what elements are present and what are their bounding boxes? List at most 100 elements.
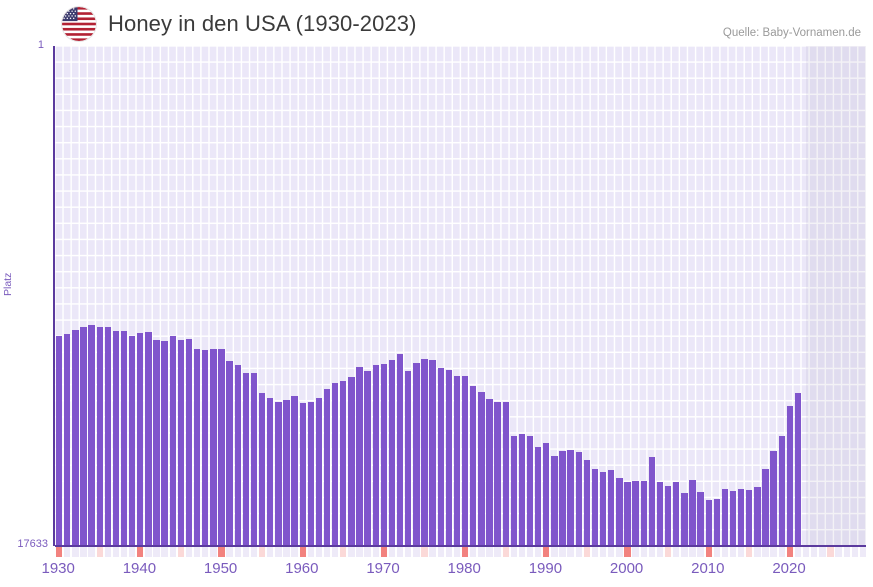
- bar[interactable]: [331, 383, 339, 546]
- bar[interactable]: [453, 376, 461, 546]
- bar[interactable]: [283, 400, 290, 546]
- bar[interactable]: [88, 325, 95, 546]
- x-axis-tick: [802, 547, 810, 557]
- bar[interactable]: [429, 360, 436, 546]
- bar[interactable]: [372, 365, 379, 546]
- x-axis-tick: [616, 547, 623, 557]
- bar[interactable]: [413, 363, 420, 546]
- bar[interactable]: [713, 499, 720, 546]
- bar[interactable]: [794, 393, 802, 546]
- bar[interactable]: [591, 469, 599, 546]
- bar[interactable]: [128, 336, 136, 546]
- bar[interactable]: [445, 370, 453, 546]
- bar[interactable]: [315, 398, 323, 546]
- bar[interactable]: [145, 332, 152, 546]
- bar[interactable]: [210, 349, 217, 546]
- bar[interactable]: [656, 482, 664, 546]
- x-axis-tick: [193, 547, 201, 557]
- bar[interactable]: [599, 472, 607, 546]
- bar[interactable]: [510, 436, 517, 546]
- bar[interactable]: [664, 486, 672, 546]
- bar[interactable]: [80, 327, 87, 546]
- bar[interactable]: [721, 489, 729, 546]
- bar[interactable]: [161, 341, 168, 546]
- bar[interactable]: [673, 482, 680, 546]
- bar[interactable]: [396, 354, 404, 546]
- bar[interactable]: [729, 491, 737, 546]
- x-axis-tick: [746, 547, 753, 557]
- bar[interactable]: [437, 368, 444, 546]
- bar[interactable]: [778, 436, 785, 546]
- bar[interactable]: [96, 327, 103, 546]
- bar[interactable]: [681, 493, 688, 546]
- bar[interactable]: [388, 360, 396, 546]
- bar[interactable]: [478, 392, 485, 546]
- bar[interactable]: [632, 481, 639, 546]
- bar[interactable]: [559, 451, 566, 546]
- bar[interactable]: [307, 402, 314, 546]
- bar[interactable]: [461, 376, 469, 546]
- bar[interactable]: [72, 330, 79, 546]
- bar[interactable]: [258, 393, 266, 546]
- bar[interactable]: [526, 436, 534, 546]
- bar[interactable]: [494, 402, 501, 546]
- bar[interactable]: [551, 456, 558, 546]
- bar[interactable]: [640, 481, 647, 546]
- bar[interactable]: [575, 452, 582, 546]
- bar[interactable]: [616, 478, 623, 546]
- bar[interactable]: [567, 450, 574, 546]
- bar[interactable]: [193, 349, 201, 546]
- bar[interactable]: [405, 371, 412, 546]
- bar[interactable]: [55, 336, 63, 546]
- bar[interactable]: [689, 480, 696, 546]
- bar[interactable]: [267, 398, 274, 546]
- bar[interactable]: [583, 460, 591, 546]
- bar[interactable]: [356, 367, 363, 546]
- bar[interactable]: [250, 373, 258, 546]
- bar[interactable]: [340, 381, 347, 546]
- bar[interactable]: [177, 340, 185, 546]
- bar[interactable]: [169, 336, 176, 546]
- bar[interactable]: [762, 469, 769, 546]
- bar[interactable]: [380, 364, 388, 546]
- bar[interactable]: [299, 403, 306, 546]
- bar[interactable]: [112, 331, 120, 546]
- bar[interactable]: [502, 402, 509, 546]
- bar[interactable]: [234, 365, 241, 546]
- bar[interactable]: [648, 457, 656, 546]
- bar[interactable]: [348, 377, 355, 546]
- bar[interactable]: [364, 371, 371, 546]
- bar[interactable]: [153, 340, 160, 546]
- bar[interactable]: [543, 443, 550, 546]
- bar[interactable]: [697, 492, 704, 546]
- bar[interactable]: [608, 470, 615, 546]
- bar[interactable]: [624, 482, 631, 546]
- bar[interactable]: [754, 487, 761, 546]
- bar[interactable]: [202, 350, 209, 546]
- x-axis-tick: [177, 547, 185, 557]
- bar[interactable]: [275, 402, 282, 546]
- bar[interactable]: [486, 399, 493, 546]
- bar[interactable]: [291, 396, 298, 546]
- bar[interactable]: [705, 500, 712, 546]
- bar[interactable]: [746, 490, 753, 546]
- bar[interactable]: [120, 331, 128, 546]
- bar[interactable]: [226, 361, 233, 546]
- bar[interactable]: [185, 339, 193, 546]
- bar[interactable]: [421, 359, 428, 546]
- bar[interactable]: [770, 451, 777, 546]
- bar[interactable]: [786, 406, 794, 546]
- bar[interactable]: [534, 447, 542, 546]
- bar[interactable]: [64, 334, 71, 546]
- bar[interactable]: [218, 349, 225, 546]
- x-axis-tick: [681, 547, 688, 557]
- x-axis-tick: [502, 547, 509, 557]
- bar[interactable]: [470, 386, 477, 546]
- bar[interactable]: [137, 333, 144, 546]
- bar[interactable]: [518, 434, 526, 546]
- bar[interactable]: [242, 373, 250, 546]
- x-axis-tick: [437, 547, 444, 557]
- bar[interactable]: [323, 389, 331, 546]
- bar[interactable]: [104, 327, 111, 546]
- bar[interactable]: [737, 489, 745, 546]
